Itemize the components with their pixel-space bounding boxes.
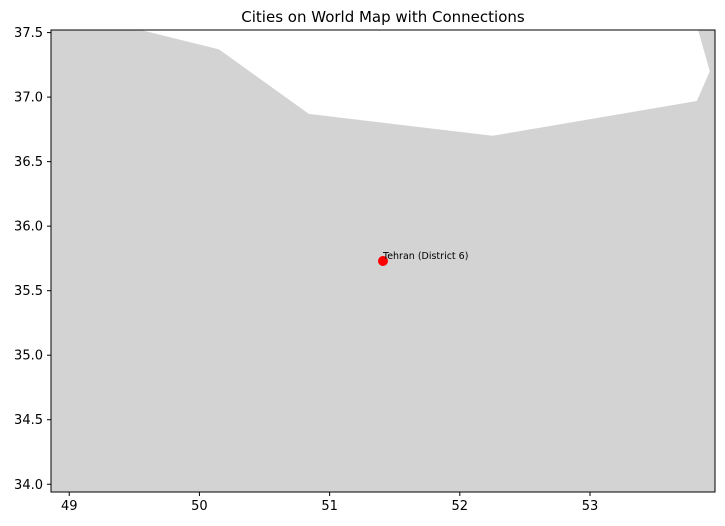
y-tick-label: 36.5 xyxy=(14,155,43,170)
y-axis: 34.0 34.5 35.0 35.5 36.0 36.5 37.0 37.5 xyxy=(14,26,51,493)
city-label: Tehran (District 6) xyxy=(382,251,468,262)
x-axis: 49 50 51 52 53 xyxy=(61,492,598,514)
y-tick-label: 36.0 xyxy=(14,220,43,235)
x-tick-label: 53 xyxy=(582,499,599,514)
map-title: Cities on World Map with Connections xyxy=(241,8,525,26)
plot-frame xyxy=(50,29,716,493)
y-tick-label: 35.0 xyxy=(14,349,43,364)
y-tick-label: 34.5 xyxy=(14,413,43,428)
y-tick-label: 34.0 xyxy=(14,478,43,493)
x-tick-label: 50 xyxy=(191,499,208,514)
y-tick-label: 37.5 xyxy=(14,26,43,41)
x-tick-label: 51 xyxy=(321,499,338,514)
x-tick-label: 52 xyxy=(452,499,469,514)
city-marker[interactable] xyxy=(378,256,388,266)
cities-layer: Tehran (District 6) xyxy=(378,251,468,266)
y-tick-label: 35.5 xyxy=(14,284,43,299)
y-tick-label: 37.0 xyxy=(14,91,43,106)
x-tick-label: 49 xyxy=(61,499,78,514)
